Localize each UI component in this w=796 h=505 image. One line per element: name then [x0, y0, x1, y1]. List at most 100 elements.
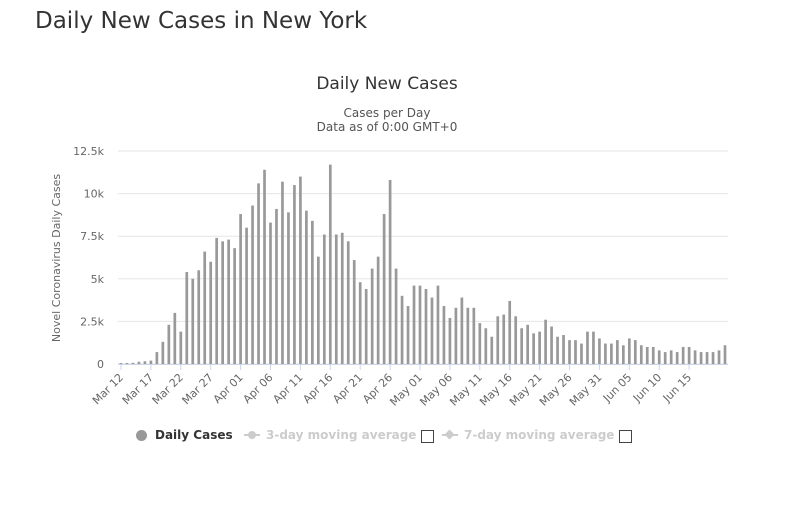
bar[interactable] — [436, 285, 440, 364]
bar[interactable] — [257, 183, 260, 364]
bar[interactable] — [693, 350, 697, 364]
bar[interactable] — [131, 362, 135, 364]
bar[interactable] — [299, 176, 302, 364]
bar[interactable] — [382, 214, 386, 364]
bar[interactable] — [173, 312, 177, 364]
bar[interactable] — [233, 248, 236, 364]
bar[interactable] — [484, 328, 488, 364]
bar[interactable] — [418, 285, 422, 364]
bar[interactable] — [627, 338, 631, 364]
bar[interactable] — [544, 319, 547, 364]
bar[interactable] — [663, 352, 667, 364]
bar[interactable] — [598, 338, 601, 364]
bar[interactable] — [305, 210, 308, 364]
bar[interactable] — [466, 307, 470, 364]
bar[interactable] — [550, 326, 553, 364]
bar[interactable] — [251, 205, 254, 364]
bar[interactable] — [221, 241, 224, 364]
bar[interactable] — [472, 307, 476, 364]
bar[interactable] — [580, 343, 583, 364]
bar[interactable] — [358, 282, 362, 364]
bar[interactable] — [562, 335, 565, 364]
bar[interactable] — [496, 316, 500, 364]
bar[interactable] — [287, 212, 290, 364]
bar[interactable] — [460, 297, 464, 364]
bar[interactable] — [604, 343, 607, 364]
bar[interactable] — [275, 208, 278, 364]
bar[interactable] — [586, 331, 589, 364]
bar[interactable] — [675, 352, 679, 364]
bar[interactable] — [430, 297, 434, 364]
checkbox-7-day-average[interactable] — [619, 430, 632, 443]
bar[interactable] — [364, 289, 368, 364]
bar[interactable] — [622, 345, 625, 364]
bar[interactable] — [376, 256, 380, 364]
bar[interactable] — [334, 234, 338, 365]
bar[interactable] — [412, 285, 416, 364]
bar[interactable] — [556, 336, 559, 364]
bar[interactable] — [239, 214, 242, 364]
bar[interactable] — [657, 350, 661, 364]
bar[interactable] — [442, 306, 446, 364]
legend-item-7-day-average[interactable]: 7-day moving average — [442, 428, 614, 442]
bar[interactable] — [568, 340, 571, 364]
bar[interactable] — [400, 295, 404, 364]
bar[interactable] — [263, 169, 266, 364]
bar[interactable] — [317, 256, 320, 364]
bar[interactable] — [448, 317, 452, 364]
bar[interactable] — [616, 340, 619, 364]
bar[interactable] — [526, 324, 529, 364]
bar[interactable] — [215, 237, 219, 364]
bar[interactable] — [227, 239, 230, 364]
bar[interactable] — [311, 220, 314, 364]
bar[interactable] — [269, 222, 272, 364]
bar[interactable] — [346, 241, 350, 364]
bar[interactable] — [179, 331, 183, 364]
bar[interactable] — [532, 333, 535, 364]
bar[interactable] — [155, 352, 159, 364]
bar[interactable] — [574, 340, 577, 364]
bar[interactable] — [424, 289, 428, 364]
bar[interactable] — [508, 300, 512, 364]
bar[interactable] — [340, 232, 344, 364]
bar[interactable] — [328, 164, 332, 364]
bar[interactable] — [394, 268, 398, 364]
bar[interactable] — [209, 261, 213, 364]
bar[interactable] — [651, 346, 655, 364]
bar[interactable] — [490, 336, 494, 364]
bar[interactable] — [352, 260, 356, 364]
bar[interactable] — [538, 331, 541, 364]
bar[interactable] — [185, 271, 189, 364]
bar[interactable] — [723, 345, 727, 364]
bar[interactable] — [717, 350, 721, 364]
bar[interactable] — [711, 352, 715, 364]
bar[interactable] — [137, 361, 141, 364]
bar[interactable] — [639, 345, 643, 364]
bar[interactable] — [143, 361, 147, 364]
bar[interactable] — [388, 179, 392, 364]
bar[interactable] — [167, 324, 171, 364]
bar[interactable] — [610, 343, 613, 364]
bar[interactable] — [370, 268, 374, 364]
bar[interactable] — [119, 362, 123, 364]
checkbox-3-day-average[interactable] — [421, 430, 434, 443]
bar[interactable] — [197, 270, 201, 364]
bar[interactable] — [149, 360, 153, 364]
bar[interactable] — [699, 352, 703, 364]
bar[interactable] — [281, 181, 284, 364]
bar[interactable] — [669, 350, 673, 364]
legend-item-3-day-average[interactable]: 3-day moving average — [244, 428, 416, 442]
bar[interactable] — [705, 352, 709, 364]
bar[interactable] — [406, 306, 410, 364]
bar[interactable] — [191, 278, 195, 364]
bar[interactable] — [645, 346, 649, 364]
bar[interactable] — [322, 234, 326, 365]
bar[interactable] — [161, 341, 165, 364]
bar[interactable] — [687, 346, 691, 364]
bar[interactable] — [502, 314, 506, 364]
bar[interactable] — [245, 227, 248, 364]
legend-item-daily-cases[interactable]: Daily Cases — [136, 428, 233, 442]
bar[interactable] — [520, 328, 524, 364]
bar[interactable] — [478, 323, 482, 364]
bar[interactable] — [514, 316, 518, 364]
